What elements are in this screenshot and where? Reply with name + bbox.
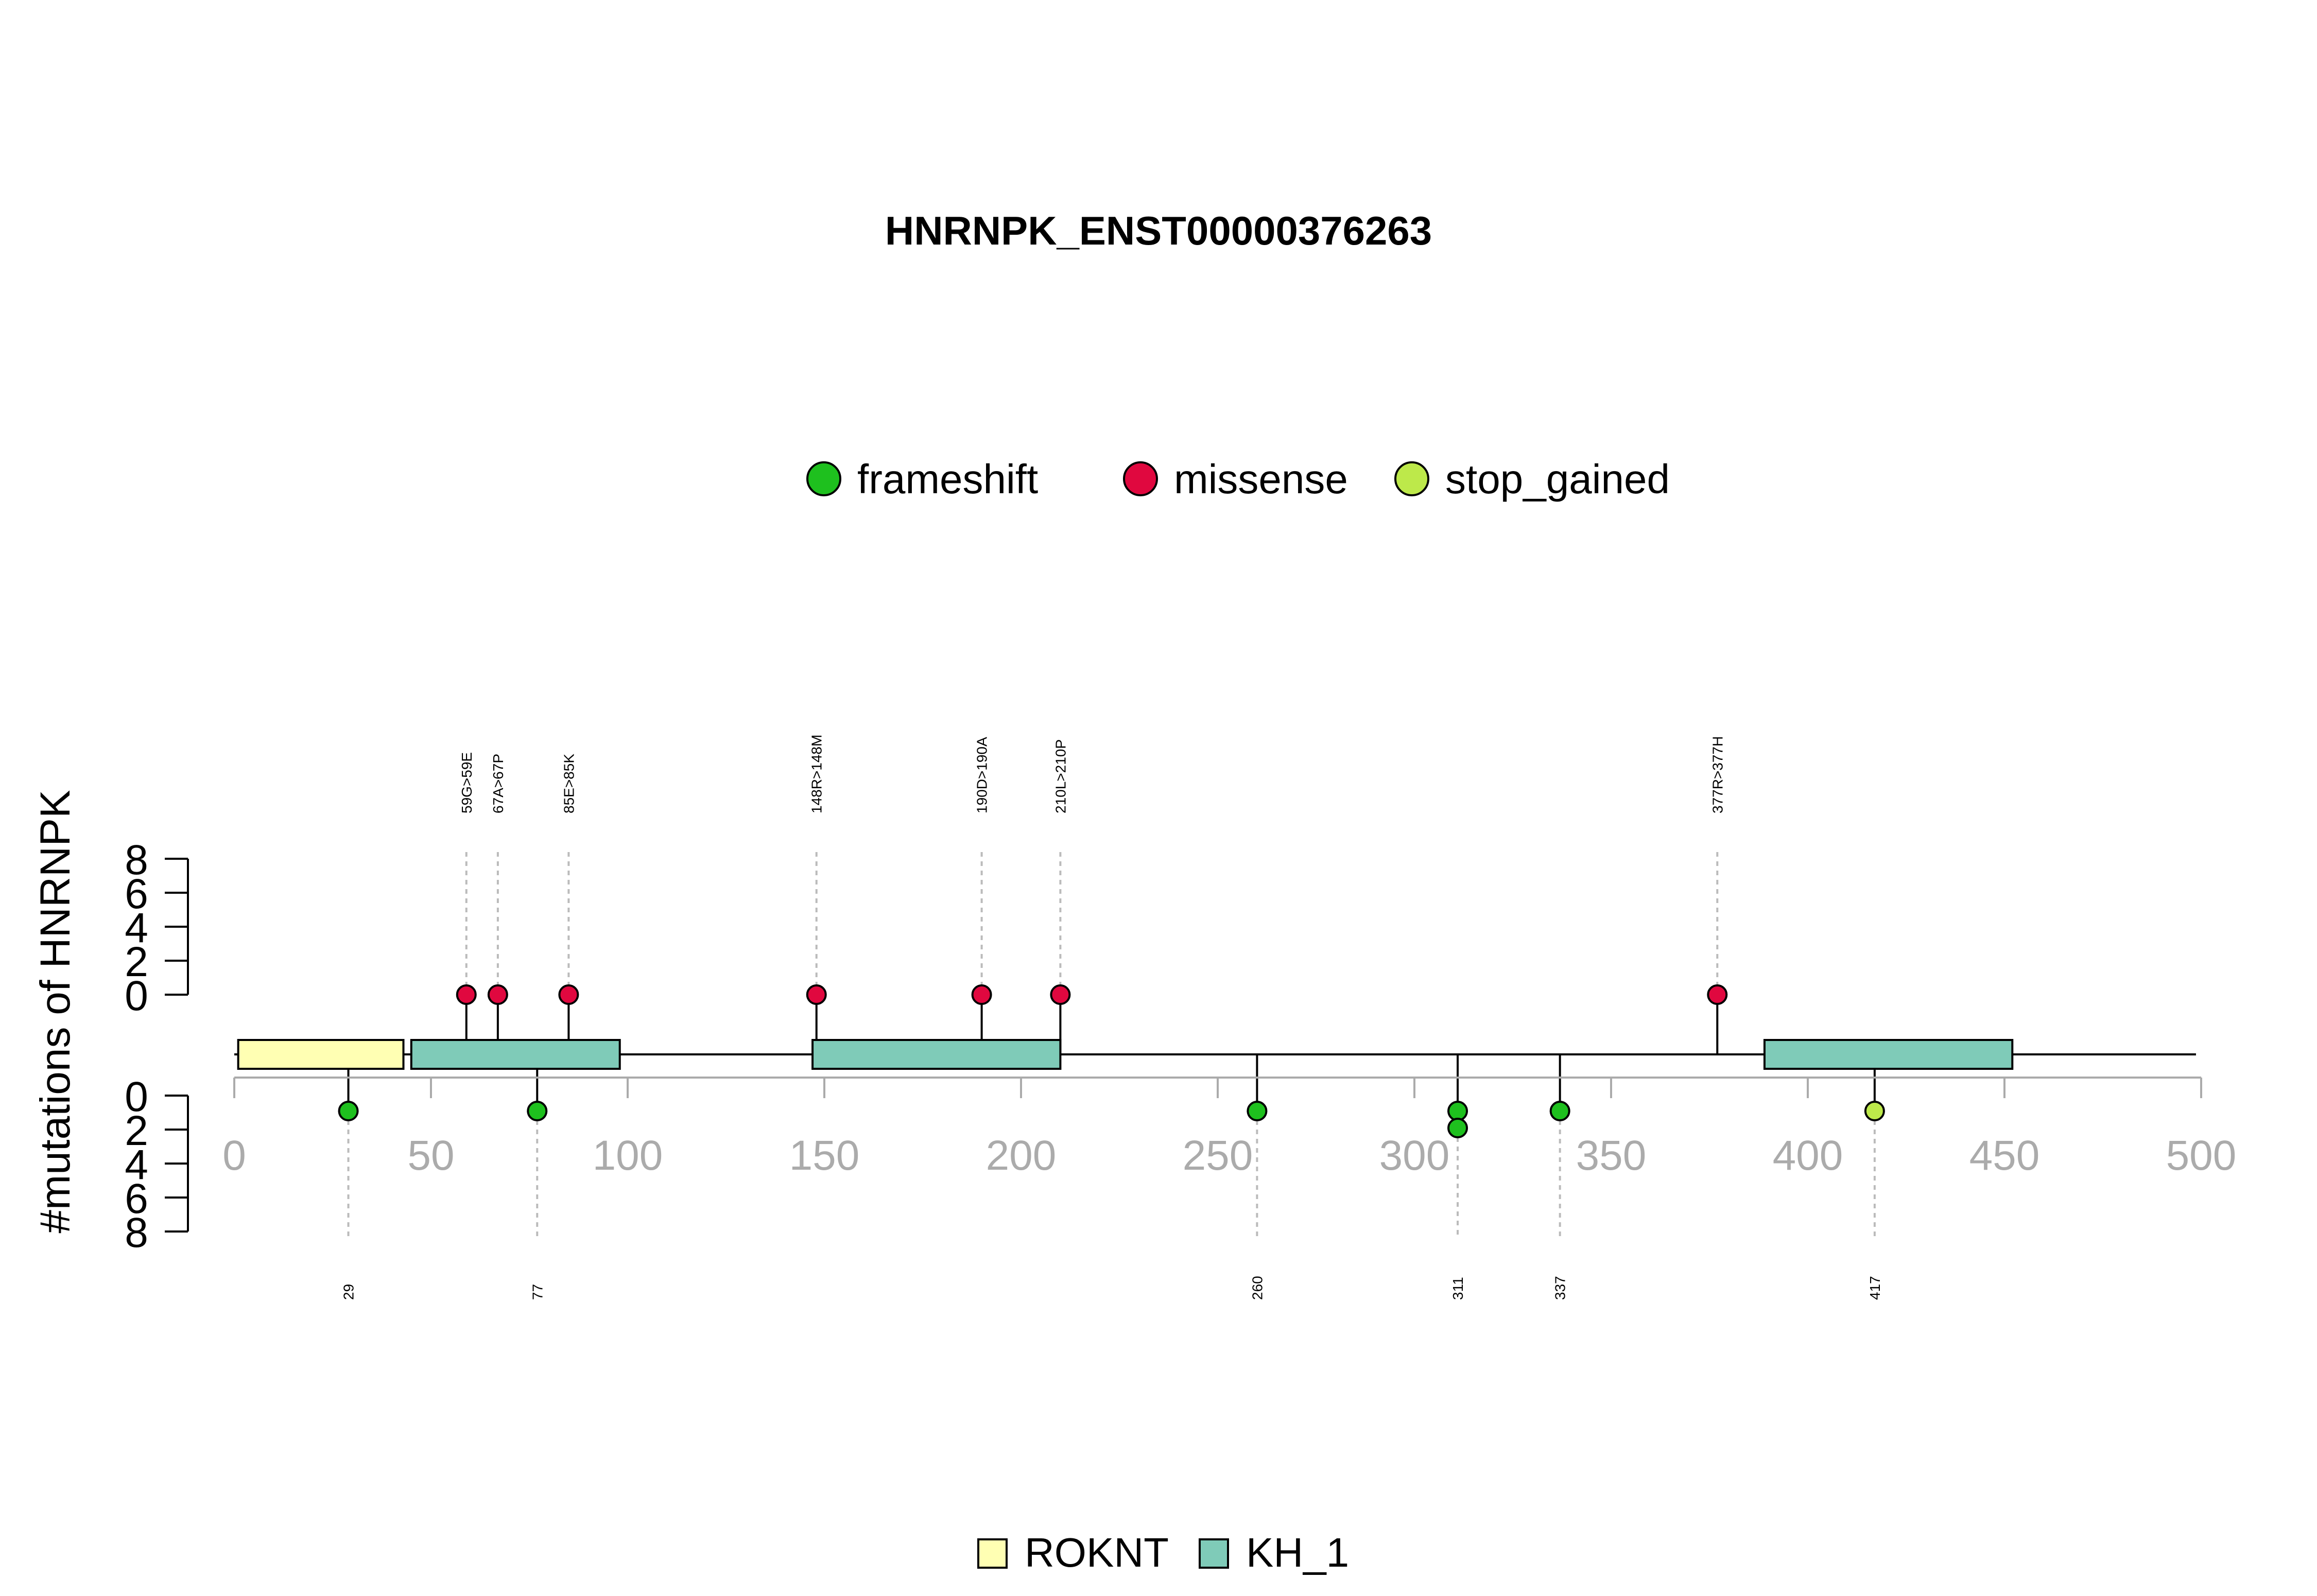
chart-title: HNRNPK_ENST00000376263 <box>885 208 1432 253</box>
domain-kh-1-2 <box>410 1039 621 1070</box>
legend-label-frameshift: frameshift <box>857 456 1038 502</box>
legend-swatch-roknt <box>977 1538 1008 1569</box>
domain-kh-1-3 <box>811 1039 1062 1070</box>
y-axis-label: #mutations of HNRNPK <box>32 790 79 1233</box>
mutation-point-260-1 <box>1247 1101 1268 1121</box>
x-tick-label-400: 400 <box>1773 1132 1843 1179</box>
y-tick-label-bottom-0: 0 <box>125 1073 148 1120</box>
x-tick-label-300: 300 <box>1379 1132 1450 1179</box>
legend-swatch-kh-1 <box>1199 1538 1229 1569</box>
mutation-label-85: 85E>85K <box>561 754 577 813</box>
mutation-point-210 <box>1050 984 1071 1005</box>
x-axis: 0 50 100 150 200 250 300 350 400 450 500 <box>222 1077 2237 1179</box>
mutation-point-311-2 <box>1447 1118 1468 1138</box>
mutation-point-417-1 <box>1864 1101 1885 1121</box>
mutation-label-190: 190D>190A <box>974 737 990 813</box>
mutation-point-337-1 <box>1549 1101 1570 1121</box>
x-tick-label-350: 350 <box>1576 1132 1647 1179</box>
y-tick-label-top-4: 4 <box>125 905 148 951</box>
mutation-label-67: 67A>67P <box>490 754 506 813</box>
mutation-labels: 59G>59E 67A>67P 85E>85K 148R>148M 190D>190A 2… <box>341 735 1883 1300</box>
legend-label-missense: missense <box>1174 456 1348 502</box>
x-tick-label-100: 100 <box>593 1132 663 1179</box>
mutation-point-77-1 <box>527 1101 548 1121</box>
y-tick-label-top-0: 0 <box>125 973 148 1019</box>
y-tick-label-bottom-2: 2 <box>125 1107 148 1154</box>
domain-kh-1-4 <box>1763 1039 2014 1070</box>
mutation-label-311: 311 <box>1450 1277 1466 1300</box>
mutation-point-311-1 <box>1447 1101 1468 1121</box>
domain-roknt-1 <box>237 1039 405 1070</box>
mutation-label-417: 417 <box>1867 1276 1883 1300</box>
mutation-label-377: 377R>377H <box>1709 736 1725 813</box>
x-tick-label-500: 500 <box>2166 1132 2237 1179</box>
legend-label-stop_gained: stop_gained <box>1445 456 1670 502</box>
legend-marker-stop_gained <box>1394 461 1429 496</box>
x-tick-label-150: 150 <box>789 1132 860 1179</box>
mutation-point-377 <box>1707 984 1728 1005</box>
y-tick-label-top-2: 2 <box>125 939 148 985</box>
x-tick-label-450: 450 <box>1969 1132 2040 1179</box>
mutation-point-29-1 <box>338 1101 359 1121</box>
mutation-label-210: 210L>210P <box>1052 739 1068 813</box>
mutation-label-59: 59G>59E <box>459 752 475 813</box>
y-tick-label-bottom-6: 6 <box>125 1175 148 1222</box>
lollipop-heads <box>338 984 1885 1138</box>
legend-marker-frameshift <box>806 461 841 496</box>
mutation-point-190 <box>971 984 992 1005</box>
x-tick-label-250: 250 <box>1183 1132 1253 1179</box>
y-tick-label-bottom-8: 8 <box>125 1209 148 1256</box>
mutation-label-77: 77 <box>529 1284 545 1300</box>
mutation-label-148: 148R>148M <box>809 735 825 813</box>
y-tick-label-top-6: 6 <box>125 871 148 917</box>
mutation-point-59 <box>456 984 477 1005</box>
mutation-label-29: 29 <box>341 1284 357 1300</box>
mutation-point-148 <box>806 984 827 1005</box>
label-guides <box>347 852 1876 1238</box>
y-tick-label-top-8: 8 <box>125 837 148 883</box>
x-tick-label-200: 200 <box>986 1132 1057 1179</box>
mutation-point-85 <box>558 984 579 1005</box>
mutation-legend: frameshift missense stop_gained <box>806 456 1670 502</box>
domain-legend: ROKNT KH_1 <box>977 1530 1349 1575</box>
mutation-label-260: 260 <box>1249 1276 1265 1300</box>
x-tick-label-0: 0 <box>222 1132 246 1179</box>
y-tick-label-bottom-4: 4 <box>125 1141 148 1188</box>
legend-label-roknt: ROKNT <box>1025 1530 1169 1575</box>
mutation-label-337: 337 <box>1552 1276 1568 1300</box>
legend-label-kh-1: KH_1 <box>1246 1530 1349 1575</box>
mutation-point-67 <box>487 984 508 1005</box>
domain-boxes <box>237 1039 2014 1070</box>
x-tick-label-50: 50 <box>407 1132 454 1179</box>
legend-marker-missense <box>1123 461 1158 496</box>
